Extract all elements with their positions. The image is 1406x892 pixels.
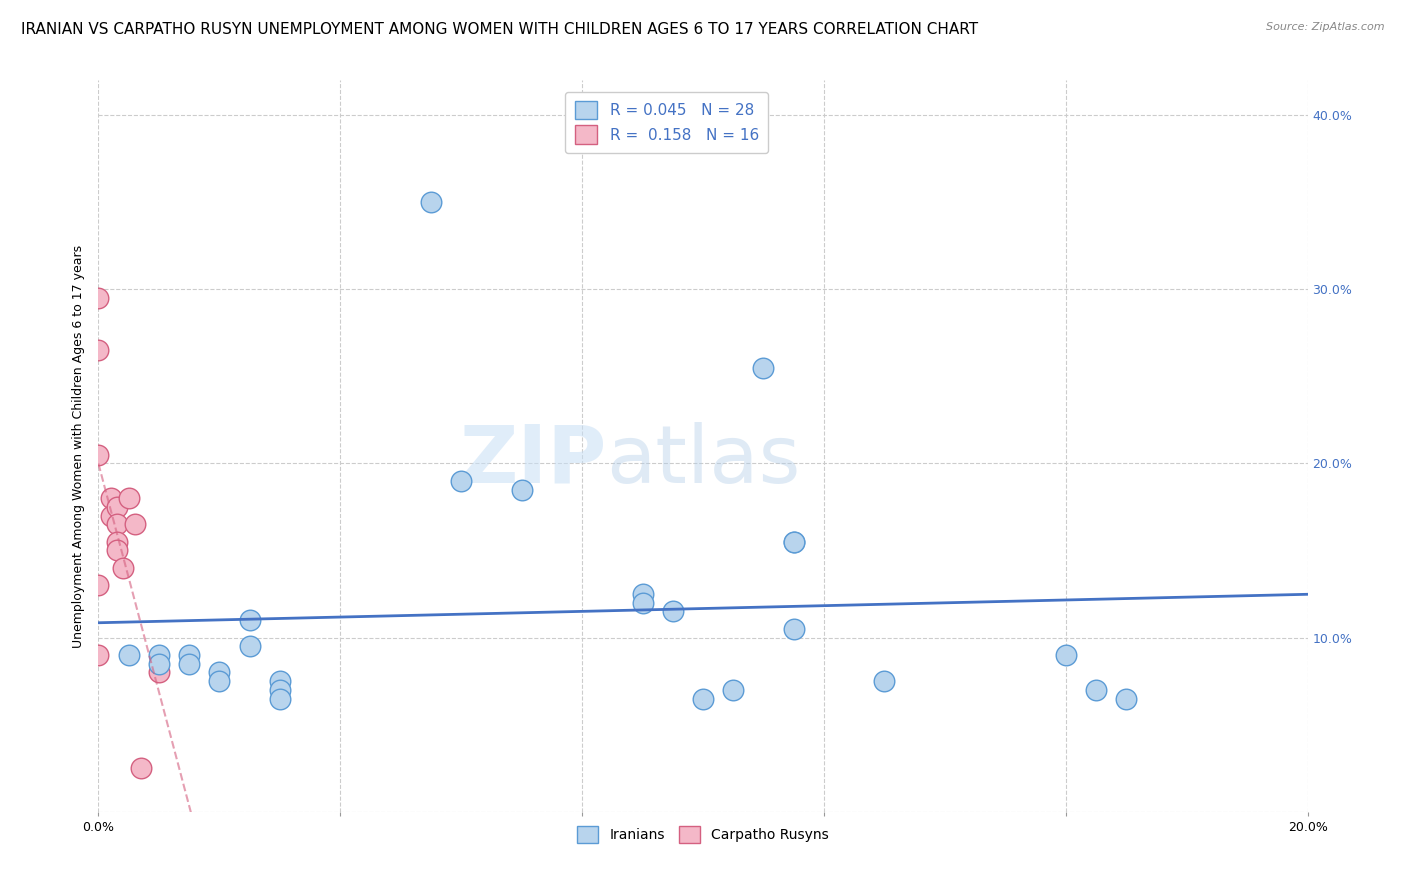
Legend: Iranians, Carpatho Rusyns: Iranians, Carpatho Rusyns: [572, 821, 834, 848]
Text: atlas: atlas: [606, 422, 800, 500]
Point: [510, 483, 533, 497]
Point: [269, 682, 291, 697]
Point: [723, 682, 745, 697]
Point: [269, 674, 291, 689]
Point: [87, 448, 110, 462]
Point: [1054, 648, 1077, 662]
Point: [1115, 691, 1137, 706]
Point: [783, 534, 806, 549]
Point: [783, 622, 806, 636]
Point: [179, 648, 201, 662]
Point: [269, 691, 291, 706]
Text: ZIP: ZIP: [458, 422, 606, 500]
Point: [148, 665, 170, 680]
Point: [87, 291, 110, 305]
Point: [100, 508, 122, 523]
Point: [118, 648, 141, 662]
Point: [87, 648, 110, 662]
Point: [148, 657, 170, 671]
Point: [87, 343, 110, 358]
Point: [1085, 682, 1108, 697]
Point: [105, 500, 128, 514]
Point: [87, 578, 110, 592]
Point: [208, 674, 231, 689]
Point: [631, 596, 654, 610]
Point: [118, 491, 141, 506]
Point: [105, 517, 128, 532]
Point: [208, 665, 231, 680]
Point: [692, 691, 714, 706]
Point: [420, 195, 443, 210]
Point: [124, 517, 146, 532]
Point: [752, 360, 775, 375]
Point: [111, 561, 134, 575]
Point: [100, 491, 122, 506]
Point: [148, 648, 170, 662]
Point: [661, 604, 683, 618]
Text: IRANIAN VS CARPATHO RUSYN UNEMPLOYMENT AMONG WOMEN WITH CHILDREN AGES 6 TO 17 YE: IRANIAN VS CARPATHO RUSYN UNEMPLOYMENT A…: [21, 22, 979, 37]
Point: [239, 640, 262, 654]
Point: [105, 543, 128, 558]
Point: [239, 613, 262, 627]
Point: [450, 474, 472, 488]
Text: Source: ZipAtlas.com: Source: ZipAtlas.com: [1267, 22, 1385, 32]
Point: [631, 587, 654, 601]
Point: [105, 534, 128, 549]
Y-axis label: Unemployment Among Women with Children Ages 6 to 17 years: Unemployment Among Women with Children A…: [72, 244, 86, 648]
Point: [129, 761, 152, 775]
Point: [179, 657, 201, 671]
Point: [783, 534, 806, 549]
Point: [873, 674, 896, 689]
